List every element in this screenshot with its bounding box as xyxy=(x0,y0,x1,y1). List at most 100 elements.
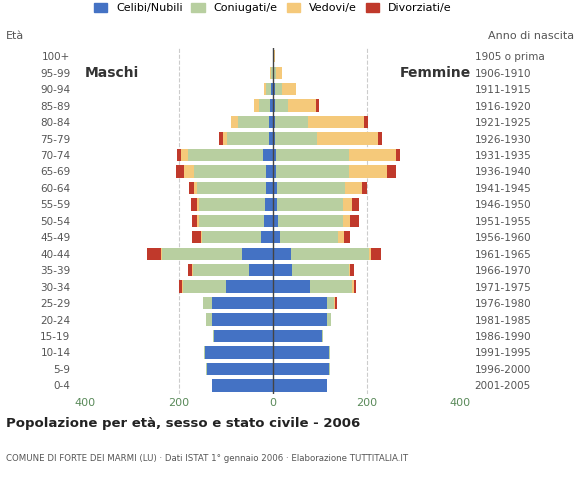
Bar xyxy=(378,132,382,144)
Bar xyxy=(278,215,343,227)
Bar xyxy=(273,363,329,375)
Bar xyxy=(264,215,273,227)
Bar xyxy=(266,182,273,194)
Text: Anno di nascita: Anno di nascita xyxy=(488,31,574,41)
Bar xyxy=(349,264,350,276)
Bar xyxy=(322,330,323,342)
Bar xyxy=(282,83,296,96)
Bar xyxy=(353,198,360,211)
Bar xyxy=(205,346,273,359)
Legend: Celibi/Nubili, Coniugati/e, Vedovi/e, Divorziati/e: Celibi/Nubili, Coniugati/e, Vedovi/e, Di… xyxy=(89,0,456,18)
Bar xyxy=(189,182,194,194)
Bar xyxy=(192,264,193,276)
Bar xyxy=(362,182,368,194)
Bar xyxy=(181,149,188,161)
Bar xyxy=(212,379,273,392)
Bar xyxy=(353,280,354,293)
Bar xyxy=(203,297,212,309)
Bar xyxy=(308,116,364,128)
Bar xyxy=(316,99,318,112)
Bar xyxy=(273,215,278,227)
Bar xyxy=(276,149,349,161)
Bar xyxy=(329,346,330,359)
Bar xyxy=(183,280,226,293)
Text: COMUNE DI FORTE DEI MARMI (LU) · Dati ISTAT 1° gennaio 2006 · Elaborazione TUTTI: COMUNE DI FORTE DEI MARMI (LU) · Dati IS… xyxy=(6,454,408,463)
Bar xyxy=(280,231,338,243)
Bar xyxy=(197,215,200,227)
Bar xyxy=(193,231,201,243)
Bar xyxy=(270,67,271,79)
Bar xyxy=(261,231,273,243)
Bar xyxy=(200,215,264,227)
Bar xyxy=(223,132,227,144)
Bar xyxy=(354,280,356,293)
Bar xyxy=(204,346,205,359)
Bar xyxy=(291,248,369,260)
Text: Popolazione per età, sesso e stato civile - 2006: Popolazione per età, sesso e stato civil… xyxy=(6,417,360,430)
Bar xyxy=(161,248,162,260)
Bar xyxy=(273,330,322,342)
Bar xyxy=(212,313,273,326)
Bar xyxy=(349,165,387,178)
Bar xyxy=(214,330,273,342)
Bar xyxy=(288,99,316,112)
Bar xyxy=(345,182,362,194)
Bar xyxy=(273,165,276,178)
Bar xyxy=(275,99,288,112)
Bar xyxy=(202,231,261,243)
Bar xyxy=(266,83,271,96)
Bar xyxy=(188,149,263,161)
Bar xyxy=(273,248,291,260)
Bar xyxy=(387,165,396,178)
Bar xyxy=(275,116,308,128)
Bar xyxy=(259,99,270,112)
Bar xyxy=(249,264,273,276)
Bar xyxy=(275,83,282,96)
Bar xyxy=(200,198,265,211)
Bar xyxy=(197,182,266,194)
Bar xyxy=(273,83,275,96)
Bar xyxy=(364,116,368,128)
Bar xyxy=(369,248,371,260)
Bar xyxy=(193,264,249,276)
Bar xyxy=(273,67,274,79)
Bar xyxy=(273,99,275,112)
Bar xyxy=(269,132,273,144)
Text: Maschi: Maschi xyxy=(85,66,139,80)
Bar xyxy=(350,264,354,276)
Bar xyxy=(277,182,345,194)
Bar xyxy=(275,132,317,144)
Bar xyxy=(191,198,197,211)
Bar xyxy=(273,297,327,309)
Bar xyxy=(263,149,273,161)
Bar xyxy=(194,182,197,194)
Bar xyxy=(226,280,273,293)
Bar xyxy=(276,165,349,178)
Bar xyxy=(192,215,197,227)
Bar xyxy=(188,264,192,276)
Bar xyxy=(273,313,327,326)
Bar xyxy=(177,149,181,161)
Bar xyxy=(184,165,194,178)
Bar xyxy=(231,116,238,128)
Bar xyxy=(265,198,273,211)
Bar xyxy=(273,198,277,211)
Bar xyxy=(273,116,275,128)
Text: Femmine: Femmine xyxy=(400,66,470,80)
Bar xyxy=(273,149,276,161)
Text: Età: Età xyxy=(6,31,24,41)
Bar xyxy=(271,83,273,96)
Bar xyxy=(335,297,337,309)
Bar xyxy=(242,248,273,260)
Bar xyxy=(207,363,273,375)
Bar xyxy=(273,182,277,194)
Bar xyxy=(273,50,275,62)
Bar xyxy=(334,297,335,309)
Bar xyxy=(201,231,202,243)
Bar xyxy=(329,363,330,375)
Bar xyxy=(273,231,280,243)
Bar xyxy=(338,231,344,243)
Bar xyxy=(266,165,273,178)
Bar xyxy=(162,248,242,260)
Bar xyxy=(273,264,292,276)
